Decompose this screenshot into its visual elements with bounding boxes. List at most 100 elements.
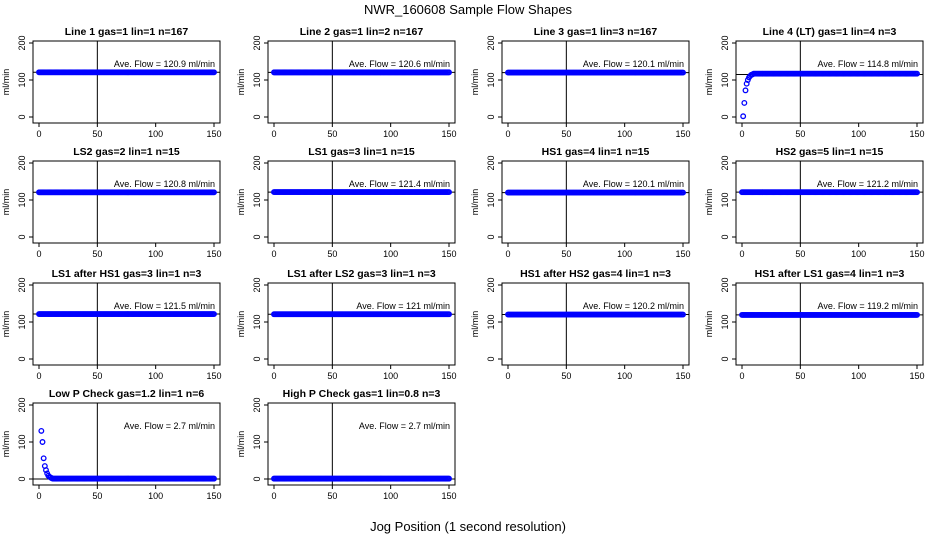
average-flow-annotation: Ave. Flow = 120.1 ml/min [583, 179, 684, 189]
data-points [505, 69, 686, 76]
panel-title: HS1 gas=4 lin=1 n=15 [542, 146, 650, 158]
y-axis-label: ml/min [704, 69, 714, 96]
average-flow-annotation: Ave. Flow = 121.2 ml/min [817, 179, 918, 189]
y-tick-label: 100 [17, 72, 27, 87]
average-flow-annotation: Ave. Flow = 120.8 ml/min [114, 179, 215, 189]
y-tick-label: 0 [17, 234, 27, 239]
average-flow-annotation: Ave. Flow = 121 ml/min [356, 301, 450, 311]
panel-title: LS2 gas=2 lin=1 n=15 [73, 146, 180, 158]
x-tick-label: 150 [909, 249, 924, 259]
average-flow-annotation: Ave. Flow = 119.2 ml/min [818, 301, 918, 311]
y-axis-label: ml/min [236, 311, 246, 338]
data-points [505, 189, 686, 196]
x-tick-label: 100 [617, 249, 632, 259]
x-tick-label: 0 [271, 371, 276, 381]
y-axis-label: ml/min [236, 189, 246, 216]
x-tick-label: 50 [795, 249, 805, 259]
y-axis-label: ml/min [470, 189, 480, 216]
x-tick-label: 0 [739, 371, 744, 381]
y-axis-label: ml/min [704, 189, 714, 216]
data-points [739, 189, 920, 196]
y-tick-label: 200 [17, 155, 27, 170]
data-point [211, 475, 217, 482]
x-tick-label: 100 [148, 491, 163, 501]
x-tick-label: 100 [148, 129, 163, 139]
panel-title: LS1 gas=3 lin=1 n=15 [308, 146, 415, 158]
x-tick-label: 100 [851, 249, 866, 259]
y-tick-label: 0 [252, 356, 262, 361]
y-tick-label: 0 [17, 356, 27, 361]
data-point [914, 70, 920, 77]
x-tick-label: 100 [383, 249, 398, 259]
data-point [211, 69, 217, 76]
panel-10: LS1 after LS2 gas=3 lin=1 n=3 ml/min 0 100 2… [236, 268, 457, 381]
panel-title: HS2 gas=5 lin=1 n=15 [776, 146, 884, 158]
data-points [38, 427, 217, 482]
x-tick-label: 100 [851, 129, 866, 139]
y-tick-label: 100 [486, 314, 496, 329]
panel-title: Line 3 gas=1 lin=3 n=167 [534, 26, 658, 38]
y-axis-label: ml/min [1, 69, 11, 96]
plot-frame [32, 160, 221, 244]
panel-9: LS1 after HS1 gas=3 lin=1 n=3 ml/min 0 100 2… [1, 268, 222, 381]
x-tick-label: 50 [92, 491, 102, 501]
plot-frame [32, 282, 221, 366]
x-tick-label: 150 [441, 129, 456, 139]
y-tick-label: 100 [252, 434, 262, 449]
y-tick-label: 100 [252, 72, 262, 87]
y-tick-label: 100 [720, 192, 730, 207]
y-tick-label: 0 [17, 114, 27, 119]
y-tick-label: 100 [17, 192, 27, 207]
plot-frame [501, 282, 690, 366]
panel-13: Low P Check gas=1.2 lin=1 n=6 ml/min 0 100 2… [1, 388, 222, 501]
data-point [914, 189, 920, 196]
y-axis-label: ml/min [1, 431, 11, 458]
y-axis-label: ml/min [1, 311, 11, 338]
x-tick-label: 0 [505, 371, 510, 381]
y-tick-label: 200 [720, 35, 730, 50]
x-tick-label: 150 [675, 249, 690, 259]
data-point [741, 99, 748, 106]
data-points [271, 69, 452, 76]
x-tick-label: 50 [92, 129, 102, 139]
x-tick-label: 100 [617, 129, 632, 139]
data-points [739, 311, 920, 318]
x-tick-label: 150 [206, 371, 221, 381]
panel-title: Line 4 (LT) gas=1 lin=4 n=3 [763, 26, 897, 38]
y-tick-label: 200 [486, 277, 496, 292]
y-tick-label: 0 [17, 476, 27, 481]
plot-frame [32, 40, 221, 124]
plot-frame [267, 160, 456, 244]
x-tick-label: 0 [36, 129, 41, 139]
panel-12: HS1 after LS1 gas=4 lin=1 n=3 ml/min 0 100 2… [704, 268, 925, 381]
plot-frame [267, 40, 456, 124]
data-points [505, 311, 686, 318]
y-tick-label: 100 [720, 314, 730, 329]
panel-title: HS1 after LS1 gas=4 lin=1 n=3 [755, 268, 905, 280]
x-tick-label: 150 [441, 491, 456, 501]
x-tick-label: 150 [206, 129, 221, 139]
plot-frame [735, 282, 924, 366]
panel-14: High P Check gas=1 lin=0.8 n=3 ml/min 0 100… [236, 388, 457, 501]
panel-6: LS1 gas=3 lin=1 n=15 ml/min 0 100 200 0 50 100 1… [236, 146, 457, 259]
y-tick-label: 200 [17, 397, 27, 412]
x-tick-label: 100 [383, 371, 398, 381]
panel-3: Line 3 gas=1 lin=3 n=167 ml/min 0 100 200 0 50… [470, 26, 691, 139]
average-flow-annotation: Ave. Flow = 120.1 ml/min [583, 59, 684, 69]
data-point [38, 427, 45, 434]
y-tick-label: 0 [252, 476, 262, 481]
data-point [446, 69, 452, 76]
y-tick-label: 0 [252, 234, 262, 239]
x-tick-label: 0 [36, 491, 41, 501]
panel-title: LS1 after HS1 gas=3 lin=1 n=3 [52, 268, 202, 280]
y-tick-label: 200 [486, 35, 496, 50]
plot-frame [735, 160, 924, 244]
x-tick-label: 50 [795, 129, 805, 139]
x-tick-label: 50 [327, 491, 337, 501]
data-point [39, 439, 46, 445]
y-tick-label: 200 [720, 277, 730, 292]
x-tick-label: 150 [441, 249, 456, 259]
plot-frame [32, 402, 221, 486]
figure-title: NWR_160608 Sample Flow Shapes [364, 2, 573, 17]
